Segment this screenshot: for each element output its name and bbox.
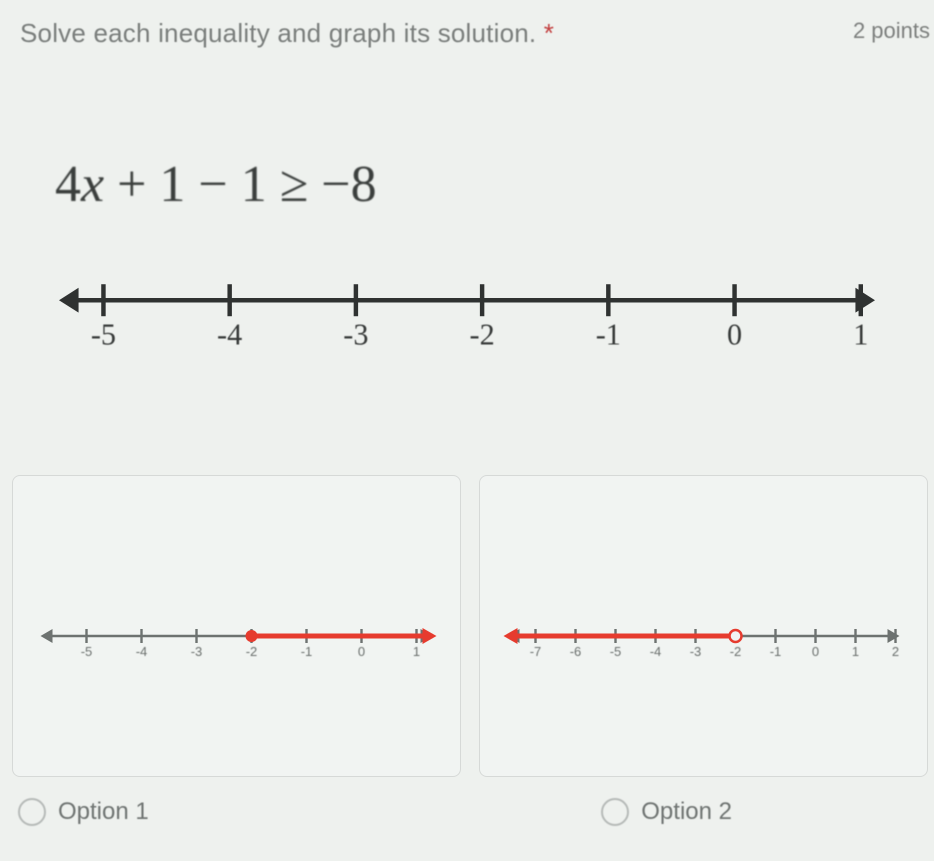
inequality-expression: 4x + 1 − 1 ≥ −8	[55, 155, 377, 214]
svg-text:-5: -5	[610, 644, 622, 659]
svg-text:1: 1	[852, 644, 859, 659]
question-label: Solve each inequality and graph its solu…	[20, 18, 536, 48]
svg-text:-3: -3	[690, 644, 702, 659]
svg-text:-4: -4	[136, 644, 148, 659]
svg-text:0: 0	[358, 644, 365, 659]
svg-text:-4: -4	[217, 318, 242, 350]
option-2-card[interactable]: -7 -6 -5 -4 -3 -2 -1 0 1 2	[479, 475, 928, 777]
svg-text:0: 0	[812, 644, 819, 659]
svg-text:-1: -1	[596, 318, 621, 350]
option-1-numberline: -5 -4 -3 -2 -1 0 1	[23, 606, 450, 666]
svg-text:-6: -6	[570, 644, 582, 659]
svg-text:-7: -7	[530, 644, 542, 659]
header-row: Solve each inequality and graph its solu…	[20, 18, 930, 49]
svg-text:-1: -1	[301, 644, 313, 659]
option-2-radio[interactable]: Option 2	[601, 798, 732, 826]
radio-icon	[601, 798, 629, 826]
main-number-line: -5 -4 -3 -2 -1 0 1	[0, 270, 934, 350]
svg-text:2: 2	[892, 644, 899, 659]
svg-text:-5: -5	[91, 318, 116, 350]
svg-text:-3: -3	[343, 318, 368, 350]
option-1-text: Option 1	[58, 798, 149, 826]
svg-text:0: 0	[727, 318, 742, 350]
svg-text:-1: -1	[770, 644, 782, 659]
option-1-card[interactable]: -5 -4 -3 -2 -1 0 1	[12, 475, 461, 777]
required-asterisk: *	[544, 18, 554, 48]
svg-text:-3: -3	[191, 644, 203, 659]
points-label: 2 points	[853, 18, 930, 44]
radio-icon	[18, 798, 46, 826]
option-label-row: Option 1 Option 2	[18, 798, 922, 826]
question-text: Solve each inequality and graph its solu…	[20, 18, 554, 49]
svg-text:-2: -2	[730, 644, 742, 659]
svg-text:-2: -2	[470, 318, 495, 350]
svg-text:1: 1	[853, 318, 868, 350]
option-2-numberline: -7 -6 -5 -4 -3 -2 -1 0 1 2	[490, 606, 917, 666]
option-2-text: Option 2	[641, 798, 732, 826]
svg-text:-2: -2	[246, 644, 258, 659]
option-1-radio[interactable]: Option 1	[18, 798, 149, 826]
options-row: -5 -4 -3 -2 -1 0 1 -7 -6 -5 -4 -3 -2 -1 0 1 2	[12, 475, 928, 777]
svg-text:-5: -5	[81, 644, 93, 659]
svg-text:-4: -4	[650, 644, 662, 659]
svg-text:1: 1	[413, 644, 420, 659]
